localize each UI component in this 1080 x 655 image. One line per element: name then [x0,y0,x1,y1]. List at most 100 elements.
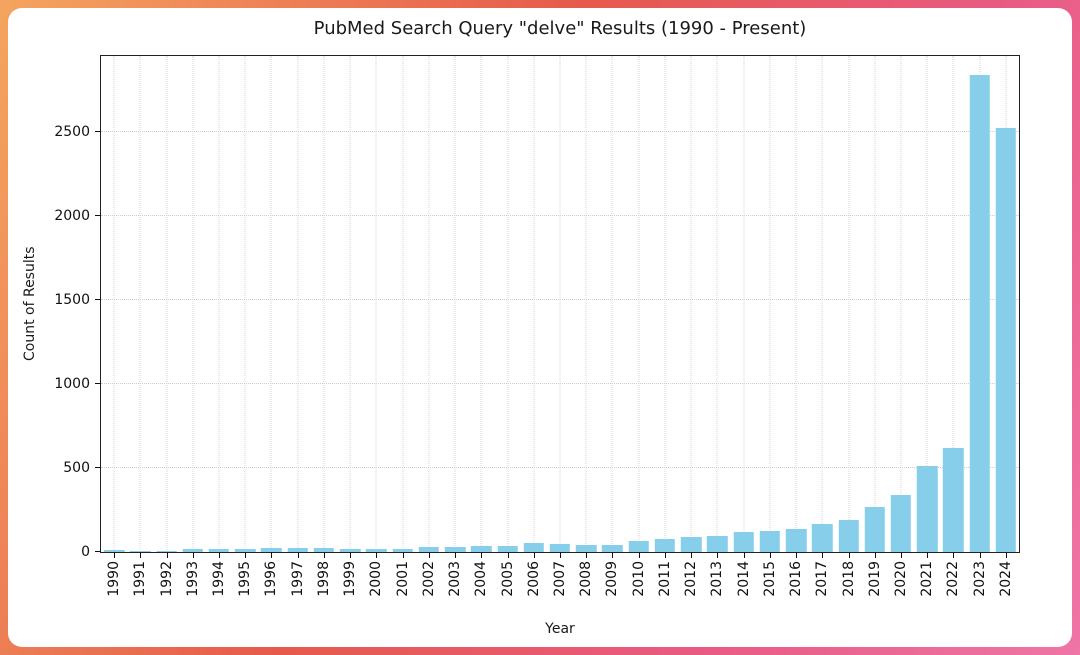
bar-2022 [943,447,964,552]
bar-2017 [812,524,833,552]
x-tick-label: 2020 [892,561,909,597]
gridline-vertical [192,56,194,552]
x-tick-mark [323,552,325,558]
gridline-vertical [297,56,299,552]
bar-2010 [628,541,649,552]
x-tick-label: 1991 [132,561,149,597]
bar-2012 [680,537,702,552]
x-axis-label: Year [545,621,575,637]
gridline-vertical [926,56,928,552]
bar-2015 [759,530,781,552]
y-tick-mark [95,382,101,384]
x-tick-label: 2004 [473,561,490,597]
x-tick-mark [743,552,745,558]
x-tick-mark [507,552,509,558]
x-tick-label: 2003 [447,561,464,597]
y-axis-label: Count of Results [22,246,38,362]
gridline-vertical [480,56,482,552]
bar-2013 [707,536,728,552]
bar-1994 [208,549,230,552]
x-tick-mark [717,552,719,558]
x-tick-label: 2007 [552,561,568,597]
x-tick-label: 2012 [683,561,700,597]
x-tick-label: 2009 [604,561,621,597]
x-tick-label: 2005 [499,561,516,597]
gridline-vertical [428,56,430,552]
x-tick-label: 2013 [709,561,726,597]
bar-2014 [733,532,754,552]
x-tick-mark [533,552,535,558]
bar-2018 [838,520,859,552]
x-tick-label: 2023 [971,561,988,597]
x-tick-mark [664,552,666,558]
plot-area: 0 500 1000 1500 2000 2500 1990 1991 1992 1993 1994… [54,55,1020,597]
x-tick-mark [900,552,902,558]
x-tick-mark [192,552,194,558]
x-tick-label: 1993 [184,561,201,597]
x-tick-label: 1998 [315,561,332,597]
x-tick-label: 1999 [342,561,359,597]
gridline-vertical [270,56,272,552]
bar-2009 [602,545,623,552]
x-tick-mark [874,552,876,558]
gridline-vertical [402,56,404,552]
x-tick-mark [245,552,247,558]
x-tick-mark [219,552,221,558]
bar-2008 [575,544,597,552]
bar-1991 [130,550,151,552]
y-tick-label: 1000 [54,375,90,392]
bar-2003 [444,547,466,552]
x-tick-mark [1005,552,1007,558]
x-tick-mark [586,552,588,558]
x-tick-label: 1995 [237,561,254,597]
bar-2021 [916,466,938,552]
y-tick-mark [95,214,101,216]
x-tick-mark [455,552,457,558]
bar-1997 [287,548,308,552]
x-tick-label: 1997 [289,561,306,597]
bar-2000 [366,548,387,552]
x-tick-mark [953,552,955,558]
gridline-vertical [454,56,456,552]
x-tick-label: 1994 [211,561,228,597]
bar-1996 [261,548,282,552]
x-tick-label: 2018 [840,561,857,597]
x-tick-mark [769,552,771,558]
x-tick-label: 2021 [919,561,936,597]
gridline-vertical [638,56,640,552]
bar-2016 [785,529,807,552]
gridline-vertical [821,56,823,552]
chart-figure: PubMed Search Query "delve" Results (199… [8,8,1072,647]
bar-1990 [103,550,125,552]
bar-2004 [471,546,492,552]
gridline-vertical [139,56,141,552]
x-tick-label: 2015 [761,561,778,597]
bar-2023 [969,74,990,552]
bar-2001 [392,548,413,552]
bar-1995 [235,549,256,552]
gridline-vertical [664,56,666,552]
x-tick-mark [402,552,404,558]
x-tick-mark [979,552,981,558]
x-tick-mark [428,552,430,558]
bar-2007 [549,544,571,552]
x-tick-mark [114,552,116,558]
bar-1998 [313,547,335,552]
x-tick-mark [166,552,168,558]
x-tick-mark [796,552,798,558]
x-tick-mark [350,552,352,558]
y-tick-label: 2500 [54,123,90,140]
gridline-vertical [743,56,745,552]
x-tick-label: 2019 [866,561,883,597]
x-tick-mark [376,552,378,558]
x-tick-mark [638,552,640,558]
bar-2011 [654,539,676,552]
y-tick-mark [95,298,101,300]
gridline-vertical [874,56,876,552]
gridline-vertical [113,56,115,552]
gridline-vertical [611,56,613,552]
gridline-vertical [349,56,351,552]
x-tick-mark [560,552,561,558]
x-tick-mark [612,552,614,558]
